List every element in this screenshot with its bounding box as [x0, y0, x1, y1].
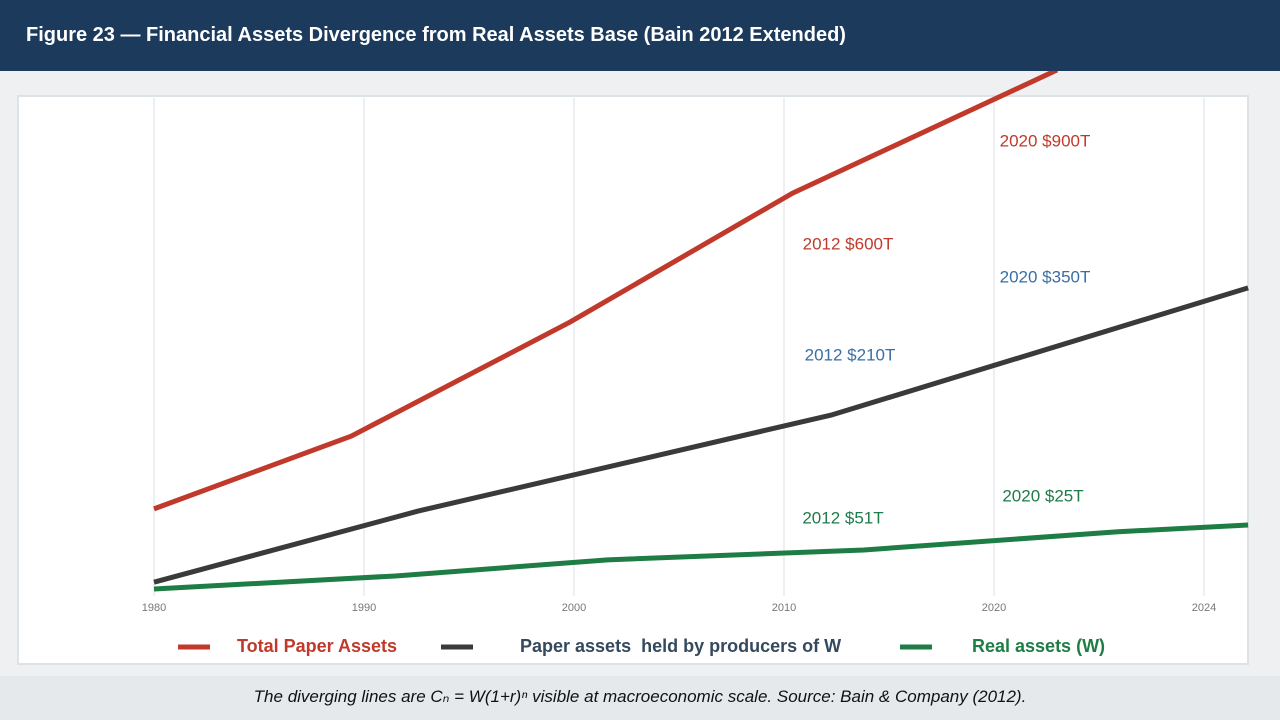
- annotation: 2012 $600T: [803, 234, 894, 253]
- chart-title: Figure 23 — Financial Assets Divergence …: [26, 24, 846, 46]
- annotation: 2020 $25T: [1002, 486, 1083, 505]
- annotation: 2012 $210T: [805, 345, 896, 364]
- caption: The diverging lines are Cₙ = W(1+r)ⁿ vis…: [253, 687, 1027, 706]
- x-tick-label: 1990: [352, 602, 376, 614]
- x-tick-label: 1980: [142, 602, 166, 614]
- x-tick-label: 2020: [982, 602, 1006, 614]
- x-tick-label: 2024: [1192, 602, 1216, 614]
- annotation: 2020 $900T: [1000, 131, 1091, 150]
- legend-label: Total Paper Assets: [237, 636, 397, 656]
- annotation: 2012 $51T: [802, 508, 883, 527]
- x-tick-label: 2010: [772, 602, 796, 614]
- annotation: 2020 $350T: [1000, 267, 1091, 286]
- series-line: [153, 285, 1249, 585]
- x-tick-label: 2000: [562, 602, 586, 614]
- legend-label: Real assets (W): [972, 636, 1105, 656]
- chart: 1980 1990 2000 2010 2020 2024 2020 $900T 2012 $…: [17, 67, 1249, 665]
- series-line: [153, 522, 1249, 592]
- header: Figure 23 — Financial Assets Divergence …: [0, 0, 1280, 71]
- plot-panel: [17, 95, 1249, 665]
- legend-label: Paper assets held by producers of W: [520, 636, 841, 656]
- series-line: [153, 67, 1059, 512]
- footer: The diverging lines are Cₙ = W(1+r)ⁿ vis…: [0, 676, 1280, 720]
